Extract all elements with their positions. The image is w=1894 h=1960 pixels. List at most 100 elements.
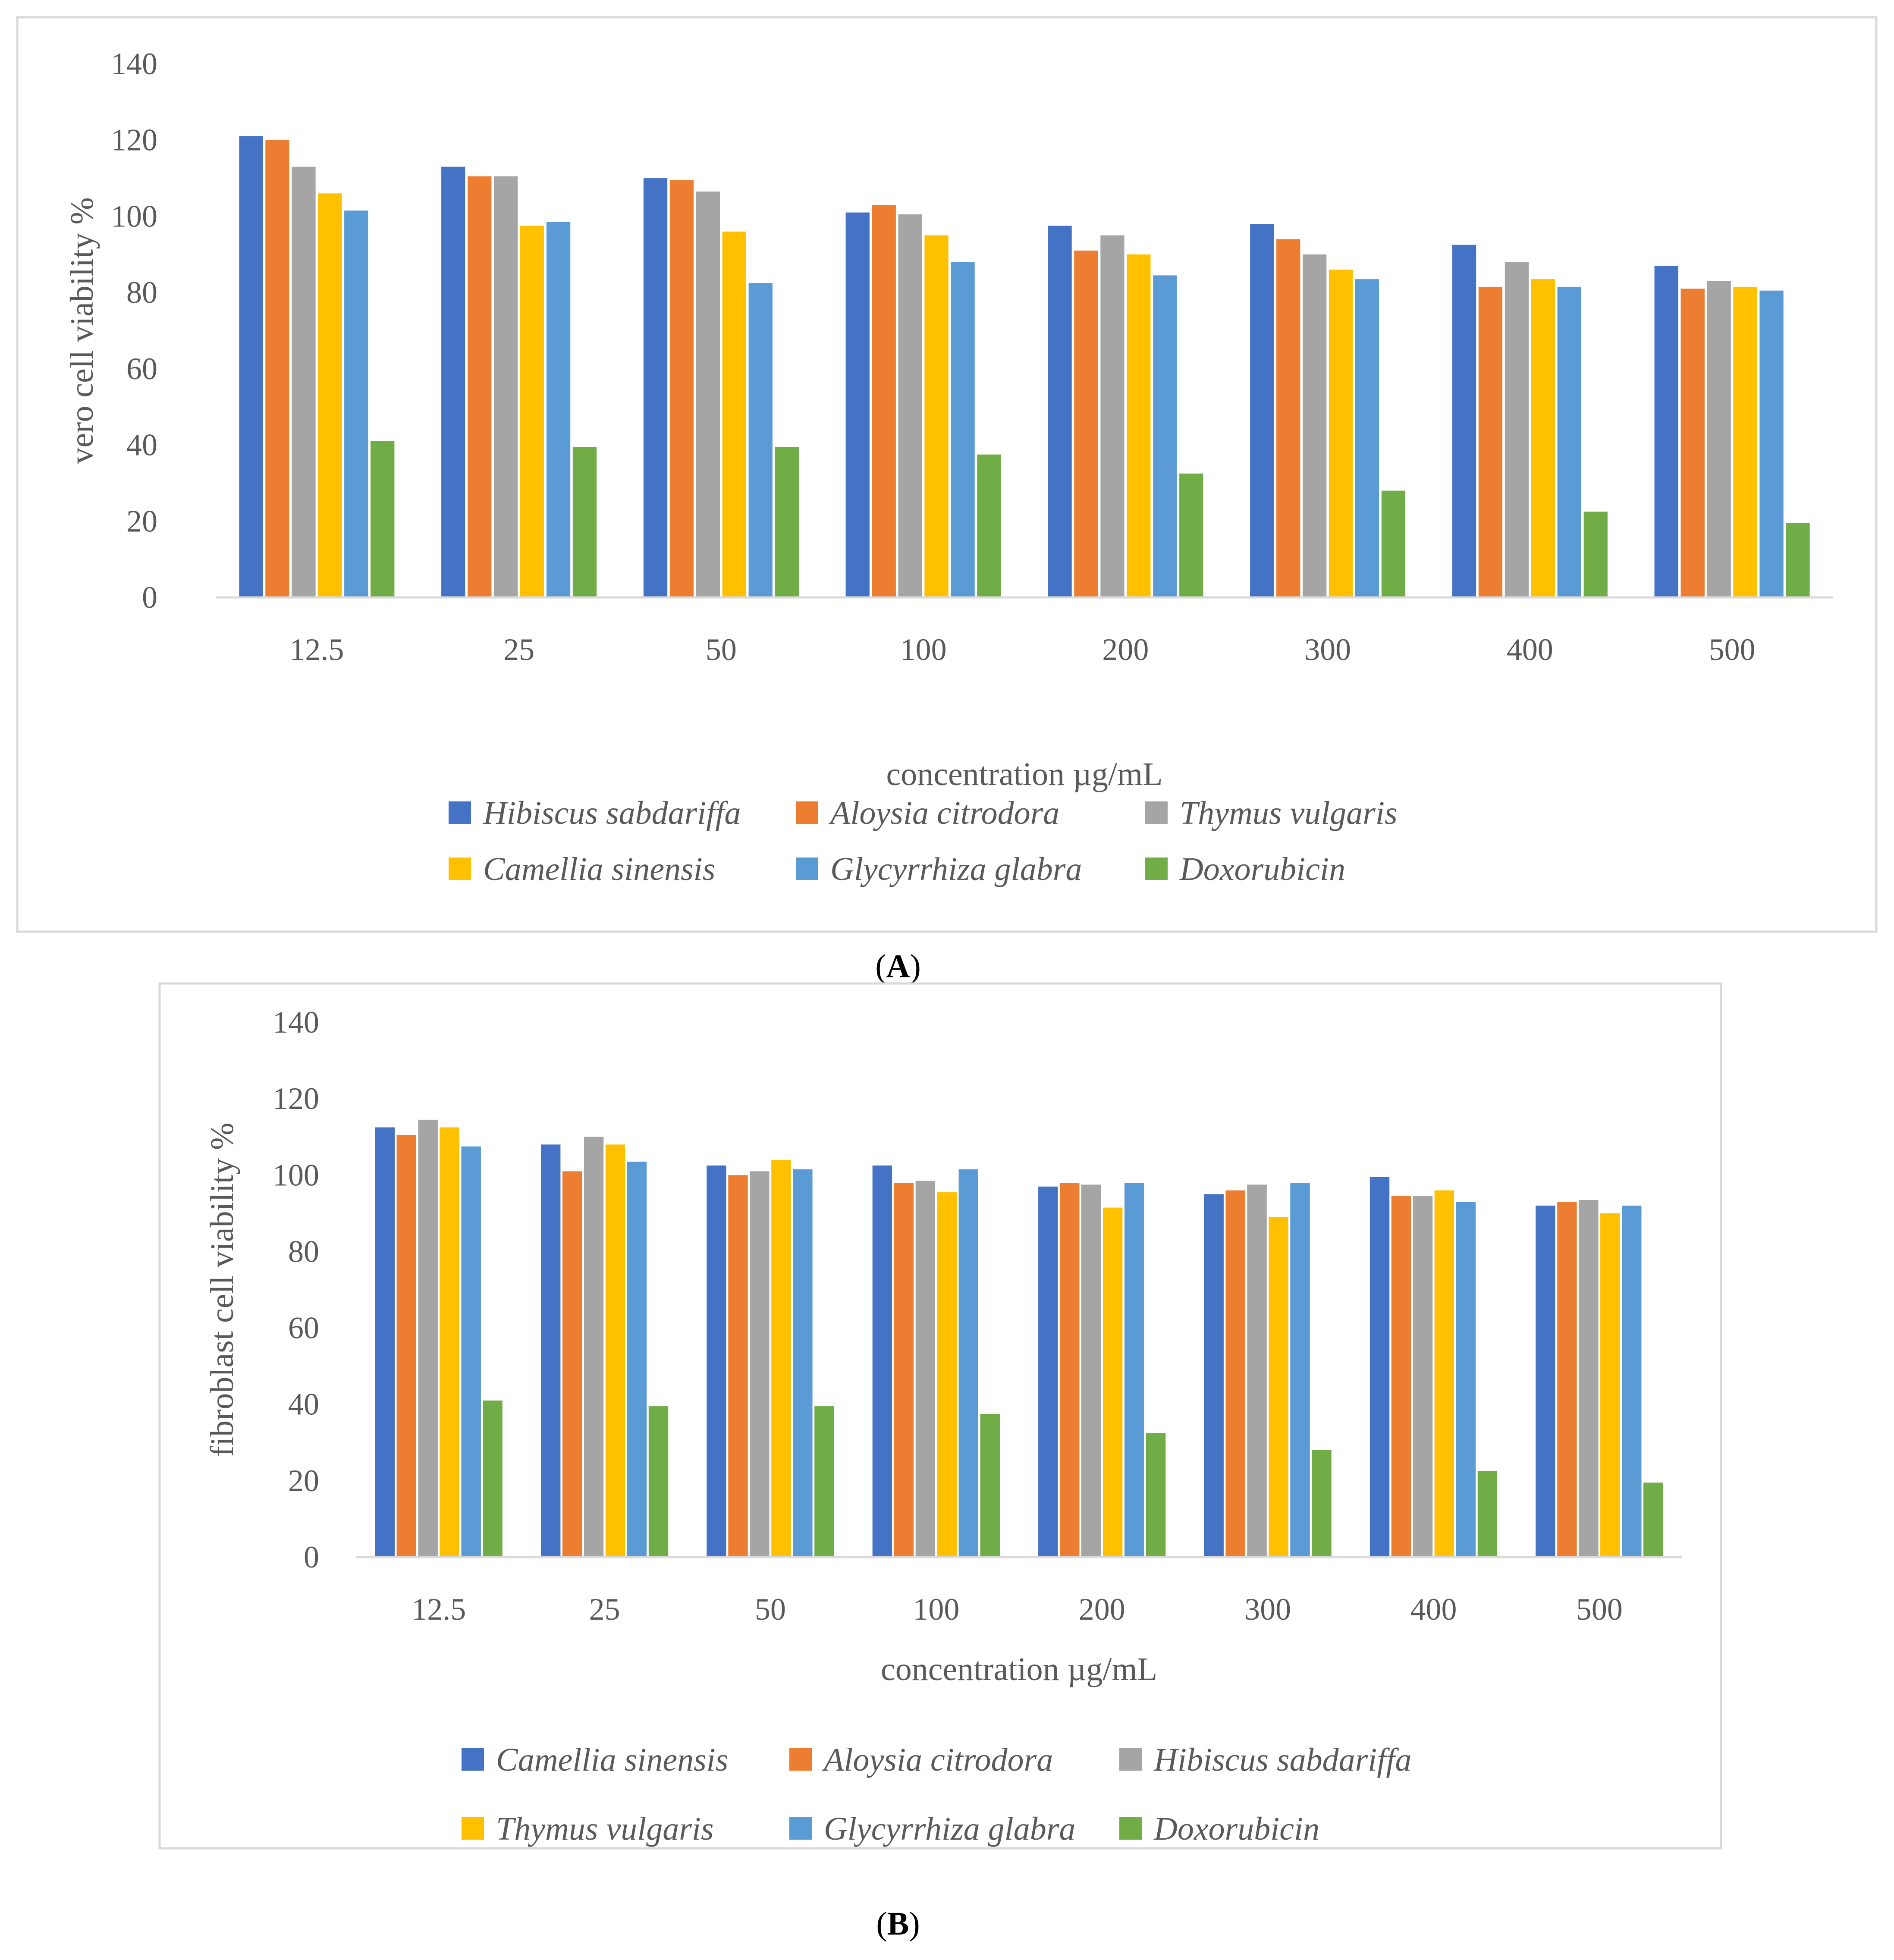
bar — [1733, 286, 1757, 597]
bar — [1557, 286, 1581, 597]
x-tick-label: 25 — [503, 632, 534, 667]
y-tick-label: 60 — [288, 1311, 319, 1345]
y-tick-label: 140 — [111, 47, 157, 81]
y-tick-label: 100 — [111, 199, 157, 233]
y-tick-label: 100 — [273, 1158, 319, 1192]
legend-label: Glycyrrhiza glabra — [824, 1811, 1075, 1847]
bar — [1477, 1471, 1498, 1557]
legend-label: Hibiscus sabdariffa — [1153, 1742, 1412, 1778]
y-tick-label: 20 — [288, 1464, 319, 1498]
bar — [958, 1169, 978, 1557]
legend-label: Thymus vulgaris — [1180, 795, 1398, 831]
y-tick-label: 0 — [304, 1540, 319, 1574]
legend-swatch — [1119, 1817, 1142, 1840]
bar — [1643, 1483, 1663, 1557]
legend-swatch — [1119, 1748, 1142, 1771]
panel-label-letter: B — [887, 1906, 909, 1942]
legend-item: Aloysia citrodora — [796, 795, 1059, 831]
bar — [396, 1135, 416, 1557]
bar — [1759, 290, 1784, 597]
legend-label: Doxorubicin — [1179, 851, 1345, 887]
bar — [1103, 1207, 1123, 1557]
y-tick-label: 120 — [273, 1081, 319, 1116]
bar — [1074, 250, 1098, 597]
legend-item: Doxorubicin — [1119, 1811, 1319, 1847]
legend-item: Doxorubicin — [1145, 851, 1345, 887]
x-tick-label: 100 — [900, 632, 947, 667]
bar — [1081, 1184, 1101, 1557]
bar — [318, 193, 342, 597]
y-axis-title: vero cell viability % — [64, 197, 100, 464]
legend-item: Aloysia citrodora — [789, 1742, 1053, 1778]
bar — [239, 136, 263, 597]
bar — [1456, 1202, 1476, 1557]
bar — [1622, 1206, 1642, 1557]
legend: Camellia sinensis Aloysia citrodora Hibisc… — [462, 1742, 1412, 1847]
legend-label: Thymus vulgaris — [496, 1811, 714, 1847]
bar — [1146, 1433, 1166, 1557]
bar — [1680, 289, 1705, 597]
bar — [643, 178, 668, 598]
legend-swatch — [462, 1817, 484, 1840]
bar — [494, 176, 518, 597]
panel-label-letter: A — [886, 948, 910, 984]
legend-item: Camellia sinensis — [462, 1742, 728, 1778]
bar — [1369, 1177, 1390, 1557]
bar — [344, 210, 368, 597]
y-tick-label: 60 — [126, 352, 157, 386]
bar — [894, 1183, 914, 1557]
bar — [1100, 235, 1124, 597]
bar — [648, 1406, 669, 1557]
x-tick-label: 300 — [1304, 632, 1351, 667]
bar — [1583, 512, 1608, 597]
legend-swatch — [1145, 858, 1168, 880]
y-tick-label: 20 — [126, 504, 157, 538]
bar — [1225, 1190, 1245, 1557]
bar — [1247, 1184, 1267, 1557]
bar — [1124, 1183, 1144, 1557]
x-tick-label: 12.5 — [411, 1592, 466, 1627]
bar — [775, 447, 799, 597]
legend-item: Thymus vulgaris — [462, 1811, 714, 1847]
bar — [1250, 224, 1274, 597]
bar — [1600, 1213, 1620, 1557]
bar — [1707, 281, 1731, 597]
bar — [1204, 1194, 1224, 1557]
legend-swatch — [789, 1748, 812, 1771]
legend-swatch — [796, 858, 818, 880]
y-tick-label: 80 — [288, 1234, 319, 1269]
legend-label: Aloysia citrodora — [828, 795, 1059, 831]
bar — [924, 235, 949, 597]
bar — [915, 1181, 936, 1557]
bar — [696, 192, 720, 597]
x-tick-label: 500 — [1576, 1592, 1623, 1627]
bar — [375, 1127, 395, 1557]
chart-panel-a: 0 20 40 60 80 100 120 140 12.5 25 50 100 200 300 400 50… — [16, 16, 1878, 984]
bar — [872, 204, 896, 597]
legend: Hibiscus sabdariffa Aloysia citrodora Thym… — [449, 795, 1398, 887]
bar — [1413, 1196, 1433, 1557]
bar — [814, 1406, 834, 1557]
legend-label: Aloysia citrodora — [822, 1742, 1053, 1778]
bar — [584, 1137, 604, 1557]
y-tick-label: 120 — [111, 123, 157, 157]
bar — [669, 180, 694, 597]
x-axis-title: concentration µg/mL — [886, 756, 1162, 792]
panel-label: (B) — [876, 1906, 920, 1942]
bar — [441, 166, 465, 598]
legend-swatch — [449, 858, 471, 880]
y-tick-label: 140 — [273, 1005, 319, 1040]
bar — [1536, 1206, 1555, 1557]
bar — [1038, 1186, 1058, 1557]
bar — [1654, 266, 1678, 597]
bar — [627, 1162, 647, 1557]
legend-item: Hibiscus sabdariffa — [449, 795, 741, 831]
bar — [265, 140, 289, 598]
bar — [793, 1169, 813, 1557]
bar — [520, 226, 544, 597]
bar — [541, 1144, 561, 1557]
legend-item: Glycyrrhiza glabra — [789, 1811, 1075, 1847]
bar — [951, 262, 975, 597]
legend-swatch — [449, 801, 471, 824]
x-tick-label: 12.5 — [289, 632, 344, 667]
